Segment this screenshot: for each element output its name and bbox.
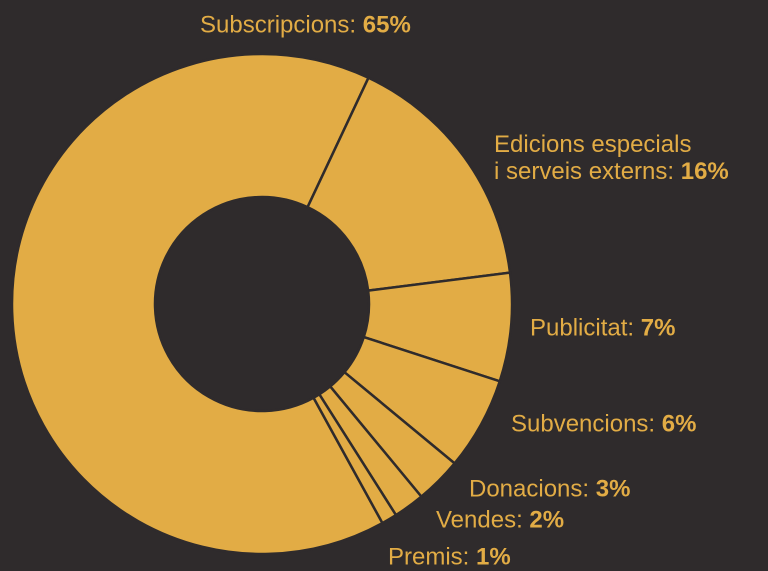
slice-name: Publicitat:: [530, 314, 635, 342]
slice-label: Donacions: 3%: [469, 476, 630, 503]
slice-label: Vendes: 2%: [436, 507, 564, 534]
slice-label: Edicions especials i serveis externs: 16%: [494, 131, 729, 185]
slice-name: Premis:: [388, 543, 470, 571]
slice-name: Edicions especials: [494, 131, 692, 158]
slice-value: 65%: [362, 11, 411, 39]
donut-slice: [10, 52, 385, 556]
donut-slice: [311, 392, 398, 525]
donut-slice: [305, 76, 512, 292]
slice-value: 1%: [476, 543, 511, 571]
slice-value: 3%: [595, 475, 631, 503]
slice-name: Donacions:: [469, 475, 590, 503]
slice-label: Publicitat: 7%: [530, 315, 675, 342]
slice-value: 16%: [680, 158, 729, 185]
slice-name: i serveis externs:: [494, 158, 675, 185]
slice-value: 2%: [529, 506, 565, 534]
slice-value: 7%: [640, 314, 676, 342]
slice-name: Vendes:: [436, 506, 523, 534]
slice-label: Subscripcions: 65%: [200, 12, 411, 39]
slice-name: Subscripcions:: [200, 11, 357, 39]
slice-label: Premis: 1%: [388, 544, 511, 571]
slice-label: Subvencions: 6%: [511, 411, 696, 438]
slice-name: Subvencions:: [511, 410, 656, 438]
slice-value: 6%: [661, 410, 697, 438]
